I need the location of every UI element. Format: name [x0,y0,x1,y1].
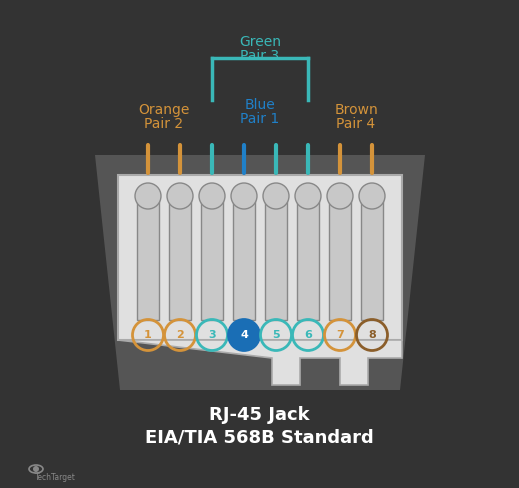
Text: Pair 3: Pair 3 [240,49,280,63]
Bar [361,196,383,320]
Text: 1: 1 [144,330,152,340]
Circle shape [135,183,161,209]
Text: 4: 4 [240,330,248,340]
Bar [169,196,191,320]
Circle shape [199,183,225,209]
Text: EIA/TIA 568B Standard: EIA/TIA 568B Standard [145,429,373,447]
Text: TechTarget: TechTarget [35,473,75,483]
Circle shape [230,321,258,349]
Bar [137,196,159,320]
Polygon shape [118,340,402,385]
Circle shape [167,183,193,209]
Circle shape [327,183,353,209]
Text: RJ-45 Jack: RJ-45 Jack [209,406,309,424]
Circle shape [33,466,39,472]
Text: Brown: Brown [334,103,378,117]
Text: Pair 2: Pair 2 [144,117,184,131]
Bar [233,196,255,320]
Text: Blue: Blue [244,98,276,112]
Bar [265,196,287,320]
Circle shape [359,183,385,209]
Text: Pair 1: Pair 1 [240,112,280,126]
Bar [329,196,351,320]
Text: Green: Green [239,35,281,49]
Circle shape [295,183,321,209]
Text: 3: 3 [208,330,216,340]
Bar [297,196,319,320]
Text: Orange: Orange [138,103,189,117]
Text: 8: 8 [368,330,376,340]
Text: 2: 2 [176,330,184,340]
Text: 7: 7 [336,330,344,340]
Bar [201,196,223,320]
Text: Pair 4: Pair 4 [336,117,376,131]
Bar [118,175,402,340]
Text: 5: 5 [272,330,280,340]
Polygon shape [95,155,425,390]
Text: 6: 6 [304,330,312,340]
Circle shape [263,183,289,209]
Circle shape [231,183,257,209]
